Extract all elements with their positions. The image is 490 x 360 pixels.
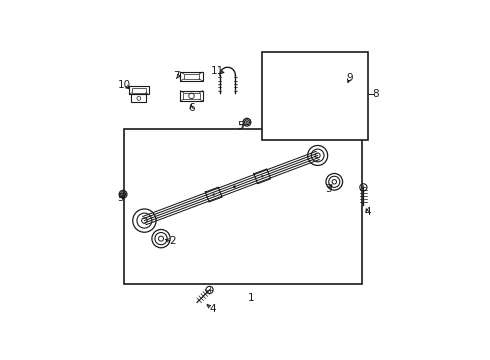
- Text: 3: 3: [325, 184, 332, 194]
- Bar: [180, 91, 203, 101]
- Text: 11: 11: [211, 66, 224, 76]
- Text: 4: 4: [209, 304, 216, 314]
- Circle shape: [233, 185, 236, 188]
- Text: 6: 6: [188, 103, 195, 113]
- Text: 9: 9: [346, 73, 353, 83]
- Bar: [123, 129, 362, 284]
- Bar: [132, 88, 146, 93]
- Text: 10: 10: [118, 80, 131, 90]
- Bar: [129, 86, 148, 94]
- Circle shape: [213, 193, 215, 196]
- Bar: [183, 93, 199, 99]
- Bar: [262, 51, 368, 140]
- Circle shape: [261, 175, 263, 177]
- Bar: [131, 94, 147, 102]
- Text: 2: 2: [169, 237, 175, 246]
- Bar: [184, 74, 199, 79]
- Text: 8: 8: [372, 90, 379, 99]
- Text: 7: 7: [173, 71, 180, 81]
- Bar: [287, 82, 295, 112]
- Text: 5: 5: [118, 193, 124, 203]
- Text: 4: 4: [364, 207, 371, 217]
- Bar: [277, 82, 284, 112]
- Bar: [180, 72, 203, 81]
- Text: 1: 1: [248, 293, 254, 303]
- Bar: [326, 95, 345, 105]
- Text: 5: 5: [237, 121, 244, 131]
